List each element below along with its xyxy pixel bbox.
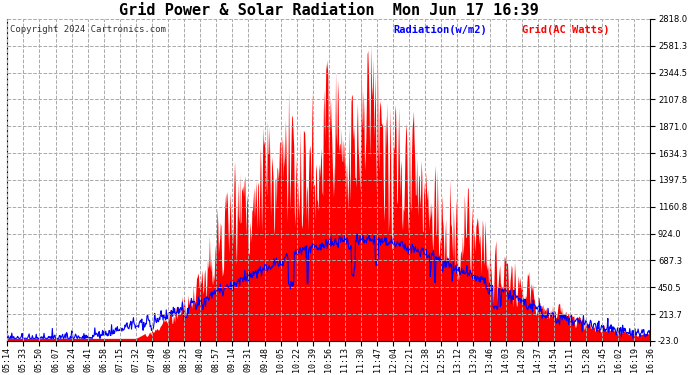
Text: Radiation(w/m2): Radiation(w/m2) [393, 26, 487, 35]
Title: Grid Power & Solar Radiation  Mon Jun 17 16:39: Grid Power & Solar Radiation Mon Jun 17 … [119, 3, 539, 18]
Text: Grid(AC Watts): Grid(AC Watts) [522, 26, 609, 35]
Text: Copyright 2024 Cartronics.com: Copyright 2024 Cartronics.com [10, 26, 166, 34]
